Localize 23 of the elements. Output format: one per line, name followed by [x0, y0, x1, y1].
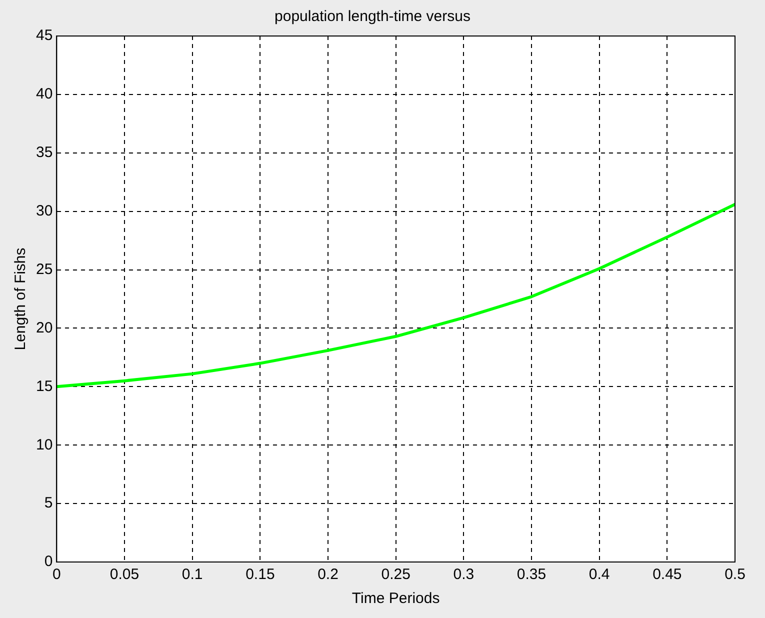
- x-tick-label: 0.2: [318, 566, 338, 584]
- x-tick-label: 0.5: [724, 566, 746, 584]
- x-tick-label: 0.15: [246, 566, 275, 584]
- x-tick-label: 0.05: [110, 566, 140, 584]
- chart-title: population length-time versus: [274, 8, 470, 26]
- y-tick-label: 30: [36, 202, 53, 220]
- y-tick-label: 15: [36, 378, 53, 395]
- y-axis-title: Length of Fishs: [12, 248, 30, 350]
- y-tick-label: 40: [36, 86, 53, 103]
- x-tick-label: 0.45: [652, 566, 682, 584]
- y-tick-label: 25: [36, 260, 53, 278]
- x-axis-title: Time Periods: [352, 590, 440, 608]
- x-tick-label: 0.35: [516, 566, 546, 584]
- y-tick-label: 10: [36, 436, 53, 454]
- y-tick-label: 20: [36, 319, 53, 336]
- x-tick-label: 0.4: [588, 566, 610, 584]
- y-tick-label: 35: [36, 144, 53, 162]
- y-tick-label: 5: [44, 494, 53, 512]
- y-tick-label: 45: [36, 27, 53, 44]
- y-tick-label: 0: [44, 553, 53, 570]
- x-tick-label: 0.1: [182, 566, 203, 584]
- x-tick-label: 0.25: [381, 566, 410, 584]
- x-tick-label: 0.3: [453, 566, 474, 584]
